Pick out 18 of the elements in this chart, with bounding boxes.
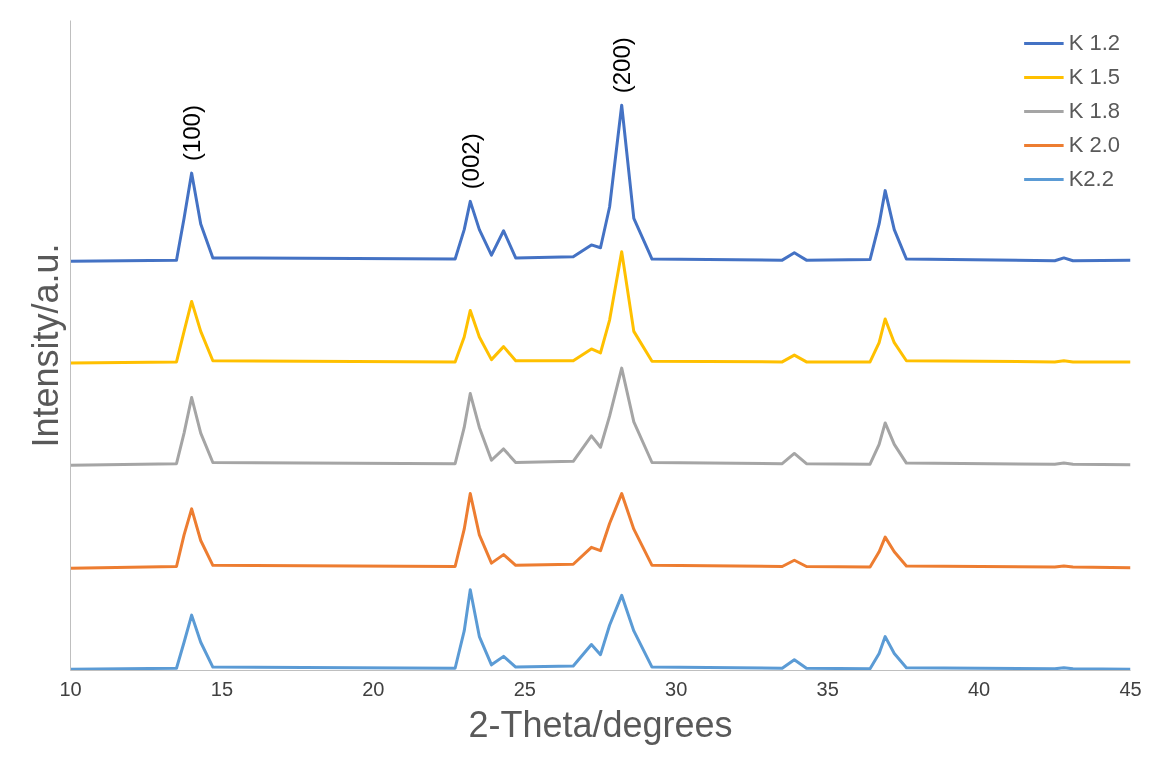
annotation: (200)	[608, 37, 636, 94]
x-tick-label: 35	[816, 677, 839, 700]
x-tick-label: 10	[59, 677, 82, 700]
annotation: (100)	[178, 105, 206, 162]
x-axis-title: 2-Theta/degrees	[468, 703, 733, 745]
legend-label: K 2.0	[1068, 132, 1120, 158]
x-tick-label: 40	[967, 677, 991, 700]
x-tick-label: 25	[513, 677, 536, 700]
legend-label: K 1.2	[1068, 30, 1120, 56]
legend-label: K 1.8	[1068, 98, 1120, 124]
x-tick-label: 45	[1119, 677, 1142, 700]
y-axis-title: Intensity/a.u.	[24, 243, 66, 448]
x-tick-label: 20	[362, 677, 385, 700]
legend-label: K 1.5	[1068, 64, 1120, 90]
x-tick-label: 30	[665, 677, 688, 700]
legend-label: K2.2	[1068, 166, 1114, 192]
x-tick-label: 15	[210, 677, 234, 700]
annotation: (002)	[456, 133, 484, 190]
